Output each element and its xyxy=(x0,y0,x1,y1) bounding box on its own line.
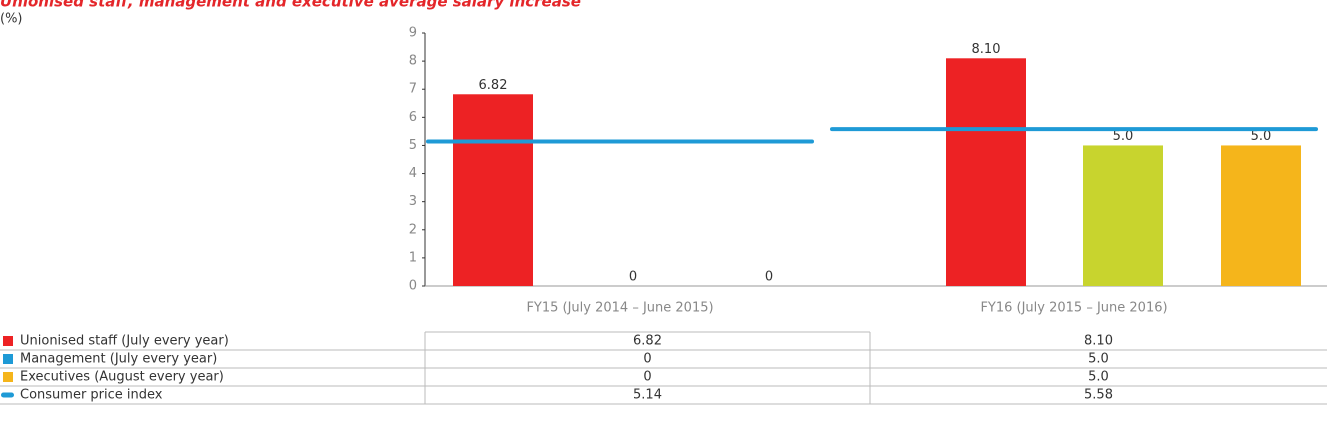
table-cell: 5.0 xyxy=(1088,352,1109,367)
table-cell: 0 xyxy=(643,352,651,367)
y-tick-label: 7 xyxy=(409,82,417,97)
legend-label: Consumer price index xyxy=(20,388,163,403)
data-label: 5.0 xyxy=(1251,129,1272,144)
chart-title: Unionised staff, management and executiv… xyxy=(0,0,581,11)
legend-swatch xyxy=(3,354,13,364)
x-tick-label: FY16 (July 2015 – June 2016) xyxy=(980,301,1167,316)
legend-label: Management (July every year) xyxy=(20,352,217,367)
y-tick-label: 1 xyxy=(409,250,417,265)
y-tick-label: 9 xyxy=(409,26,417,41)
chart-subtitle: (%) xyxy=(0,12,23,27)
y-tick-label: 4 xyxy=(409,166,417,181)
y-tick-label: 5 xyxy=(409,138,417,153)
table-cell: 0 xyxy=(643,370,651,385)
legend-swatch xyxy=(1,392,14,398)
y-tick-label: 8 xyxy=(409,54,417,69)
data-label: 6.82 xyxy=(479,78,508,93)
y-tick-label: 2 xyxy=(409,222,417,237)
bar xyxy=(946,58,1026,286)
bar xyxy=(453,94,533,286)
data-label: 0 xyxy=(629,270,637,285)
legend-swatch xyxy=(3,336,13,346)
legend-swatch xyxy=(3,372,13,382)
legend-label: Executives (August every year) xyxy=(20,370,224,385)
table-cell: 5.14 xyxy=(633,388,662,403)
bar xyxy=(1221,145,1301,286)
table-cell: 5.0 xyxy=(1088,370,1109,385)
bar xyxy=(1083,145,1163,286)
y-tick-label: 6 xyxy=(409,110,417,125)
data-label: 0 xyxy=(765,270,773,285)
table-cell: 8.10 xyxy=(1084,334,1113,349)
data-label: 5.0 xyxy=(1113,129,1134,144)
y-tick-label: 3 xyxy=(409,194,417,209)
x-tick-label: FY15 (July 2014 – June 2015) xyxy=(526,301,713,316)
table-cell: 6.82 xyxy=(633,334,662,349)
legend-label: Unionised staff (July every year) xyxy=(20,334,229,349)
y-tick-label: 0 xyxy=(409,279,417,294)
data-label: 8.10 xyxy=(972,42,1001,57)
table-cell: 5.58 xyxy=(1084,388,1113,403)
